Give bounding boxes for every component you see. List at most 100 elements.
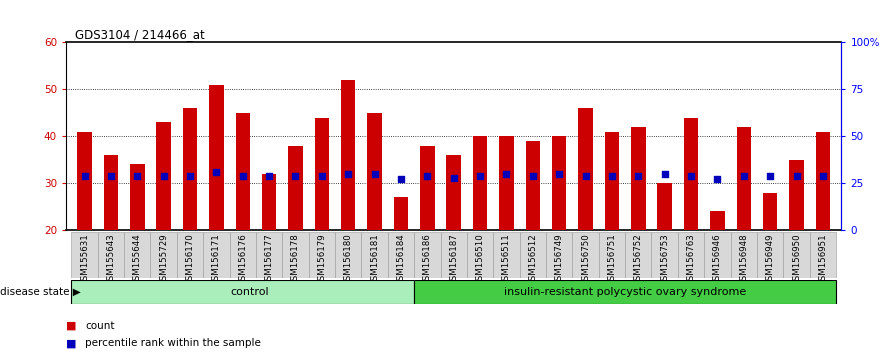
Point — [447, 175, 461, 181]
Bar — [493, 232, 520, 278]
Text: GSM156763: GSM156763 — [686, 233, 695, 286]
Bar — [526, 141, 540, 230]
Text: GSM156184: GSM156184 — [396, 233, 405, 286]
Bar — [783, 232, 810, 278]
Text: GSM156186: GSM156186 — [423, 233, 432, 286]
Text: GSM156948: GSM156948 — [739, 233, 748, 286]
Bar — [473, 136, 487, 230]
Bar — [440, 232, 467, 278]
Bar — [599, 232, 626, 278]
Text: GSM156951: GSM156951 — [818, 233, 827, 286]
Bar — [124, 232, 151, 278]
Bar — [157, 122, 171, 230]
Bar — [230, 232, 256, 278]
Text: GSM156946: GSM156946 — [713, 233, 722, 286]
Bar — [816, 132, 830, 230]
Bar — [104, 155, 118, 230]
Bar — [677, 232, 704, 278]
Text: GSM156180: GSM156180 — [344, 233, 352, 286]
Bar — [235, 113, 250, 230]
Point — [789, 173, 803, 178]
Bar — [578, 108, 593, 230]
Bar — [467, 232, 493, 278]
Text: GSM156187: GSM156187 — [449, 233, 458, 286]
Point — [262, 173, 276, 178]
Point — [78, 173, 92, 178]
Bar — [98, 232, 124, 278]
Bar — [256, 232, 282, 278]
Point — [130, 173, 144, 178]
Text: ■: ■ — [66, 321, 80, 331]
Point — [288, 173, 302, 178]
Bar — [130, 164, 144, 230]
Bar — [447, 155, 461, 230]
Bar — [684, 118, 699, 230]
Bar — [71, 280, 414, 304]
Point — [816, 173, 830, 178]
Point — [341, 171, 355, 177]
Text: ■: ■ — [66, 338, 80, 348]
Point — [473, 173, 487, 178]
Text: GSM156511: GSM156511 — [502, 233, 511, 286]
Text: GSM156178: GSM156178 — [291, 233, 300, 286]
Text: count: count — [85, 321, 115, 331]
Point — [157, 173, 171, 178]
Bar — [308, 232, 335, 278]
Point — [710, 177, 724, 182]
Bar — [573, 232, 599, 278]
Text: GDS3104 / 214466_at: GDS3104 / 214466_at — [75, 28, 204, 41]
Text: GSM156179: GSM156179 — [317, 233, 326, 286]
Point — [737, 173, 751, 178]
Bar — [604, 132, 619, 230]
Point — [500, 171, 514, 177]
Text: control: control — [230, 287, 269, 297]
Bar — [367, 113, 381, 230]
Point — [210, 169, 224, 175]
Bar — [657, 183, 672, 230]
Bar — [209, 85, 224, 230]
Point — [236, 173, 250, 178]
Point — [579, 173, 593, 178]
Bar — [335, 232, 361, 278]
Bar — [552, 136, 566, 230]
Bar — [500, 136, 514, 230]
Bar — [182, 108, 197, 230]
Point — [394, 177, 408, 182]
Text: GSM156176: GSM156176 — [238, 233, 248, 286]
Text: GSM155644: GSM155644 — [133, 233, 142, 286]
Point — [552, 171, 566, 177]
Bar — [71, 232, 98, 278]
Point — [183, 173, 197, 178]
Bar — [737, 127, 751, 230]
Text: GSM156750: GSM156750 — [581, 233, 590, 286]
Point — [605, 173, 619, 178]
Text: GSM156749: GSM156749 — [555, 233, 564, 286]
Bar — [177, 232, 204, 278]
Bar — [282, 232, 308, 278]
Bar — [315, 118, 329, 230]
Bar — [763, 193, 777, 230]
Bar — [361, 232, 388, 278]
Text: GSM156751: GSM156751 — [607, 233, 617, 286]
Bar — [789, 160, 803, 230]
Bar — [414, 280, 836, 304]
Text: GSM155643: GSM155643 — [107, 233, 115, 286]
Point — [632, 173, 646, 178]
Point — [367, 171, 381, 177]
Bar — [341, 80, 356, 230]
Bar — [151, 232, 177, 278]
Text: GSM156177: GSM156177 — [264, 233, 274, 286]
Bar — [420, 146, 434, 230]
Text: GSM155631: GSM155631 — [80, 233, 89, 286]
Bar — [546, 232, 573, 278]
Bar — [631, 127, 646, 230]
Bar — [394, 197, 408, 230]
Text: disease state ▶: disease state ▶ — [0, 287, 81, 297]
Point — [104, 173, 118, 178]
Bar — [710, 211, 725, 230]
Bar — [704, 232, 730, 278]
Bar — [204, 232, 230, 278]
Bar — [810, 232, 836, 278]
Bar — [520, 232, 546, 278]
Text: GSM156950: GSM156950 — [792, 233, 801, 286]
